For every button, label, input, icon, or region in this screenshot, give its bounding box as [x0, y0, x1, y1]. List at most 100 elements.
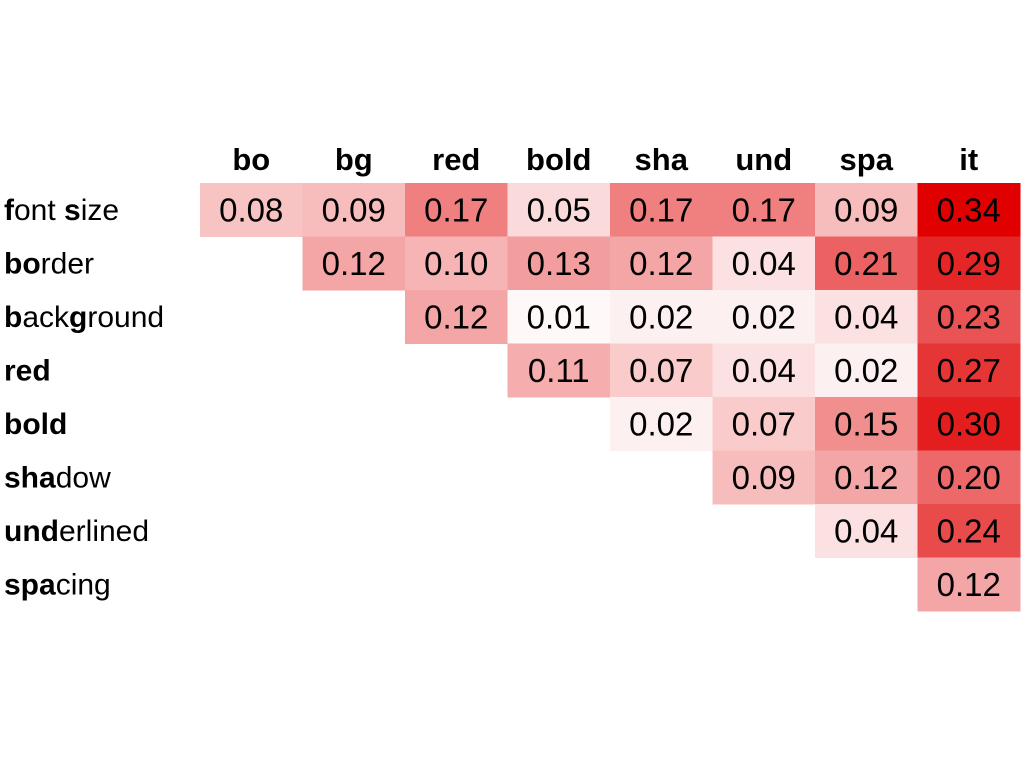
heatmap-cell	[815, 504, 918, 558]
row-label-4: bold	[4, 407, 67, 440]
heatmap-cell	[507, 290, 611, 344]
cell-value-label: 0.09	[322, 191, 386, 228]
heatmap-cell	[917, 397, 1021, 451]
row-label-segment: ont	[14, 193, 64, 226]
cell-value-label: 0.17	[424, 191, 488, 228]
cell-value-label: 0.13	[527, 245, 591, 282]
heatmap-cell	[917, 290, 1021, 344]
column-label-bo: bo	[232, 142, 270, 177]
heatmap-cell	[712, 397, 816, 451]
row-label-segment: s	[64, 193, 81, 226]
cell-value-label: 0.29	[937, 245, 1001, 282]
cell-value-label: 0.11	[528, 352, 590, 389]
heatmap-cell	[917, 343, 1021, 398]
cell-value-label: 0.21	[834, 245, 898, 282]
cell-value-label: 0.24	[937, 512, 1001, 549]
heatmap-cell	[815, 397, 918, 451]
cell-value-label: 0.12	[834, 459, 898, 496]
heatmap-cell	[815, 343, 918, 398]
row-label-7: spacing	[4, 568, 111, 601]
row-label-2: background	[4, 300, 164, 333]
row-label-segment: g	[69, 300, 87, 333]
cell-value-label: 0.02	[629, 298, 693, 335]
cell-value-label: 0.15	[834, 405, 898, 442]
cell-value-label: 0.09	[834, 191, 898, 228]
cell-value-label: 0.08	[219, 191, 283, 228]
heatmap-cell	[610, 343, 713, 398]
cell-value-label: 0.05	[527, 191, 591, 228]
heatmap-cells: 0.08 0.09 0.17 0.05 0.17 0.17 0.09 0.34 0.12 0.10…	[200, 183, 1021, 612]
cell-value-label: 0.27	[937, 352, 1001, 389]
heatmap-cell	[712, 450, 816, 505]
heatmap-cell	[405, 236, 508, 291]
heatmap-cell	[405, 183, 508, 237]
heatmap-cell	[917, 557, 1021, 612]
row-label-segment: erlined	[59, 514, 149, 547]
row-label-segment: red	[4, 354, 51, 387]
row-label-segment: ize	[81, 193, 119, 226]
cell-value-label: 0.20	[937, 459, 1001, 496]
heatmap-cell	[405, 290, 508, 344]
row-label-segment: b	[4, 300, 22, 333]
heatmap-cell	[610, 397, 713, 451]
heatmap-cell	[507, 343, 611, 398]
cell-value-label: 0.12	[424, 298, 488, 335]
cell-value-label: 0.02	[629, 405, 693, 442]
heatmap-cell	[712, 236, 816, 291]
row-label-0: font size	[4, 193, 119, 226]
cell-value-label: 0.07	[732, 405, 796, 442]
cell-value-label: 0.12	[322, 245, 386, 282]
column-label-bg: bg	[335, 142, 373, 177]
heatmap-cell	[815, 450, 918, 505]
heatmap-cell	[200, 183, 303, 237]
heatmap-cell	[917, 183, 1021, 237]
row-label-segment: bo	[4, 247, 41, 280]
heatmap-cell	[815, 183, 918, 237]
heatmap-cell	[917, 236, 1021, 291]
heatmap-cell	[712, 183, 816, 237]
cell-value-label: 0.23	[937, 298, 1001, 335]
cell-value-label: 0.02	[834, 352, 898, 389]
cell-value-label: 0.04	[834, 512, 898, 549]
row-label-segment: sha	[4, 461, 56, 494]
row-label-segment: cing	[56, 568, 111, 601]
heatmap-cell	[610, 290, 713, 344]
cell-value-label: 0.12	[629, 245, 693, 282]
row-label-segment: spa	[4, 568, 56, 601]
row-label-1: border	[4, 247, 94, 280]
cell-value-label: 0.30	[937, 405, 1001, 442]
heatmap-cell	[610, 236, 713, 291]
column-label-it: it	[959, 142, 978, 177]
column-label-und: und	[735, 142, 792, 177]
row-label-segment: und	[4, 514, 59, 547]
row-label-segment: ack	[22, 300, 70, 333]
heatmap-cell	[610, 183, 713, 237]
heatmap-cell	[815, 290, 918, 344]
cell-value-label: 0.12	[937, 566, 1001, 603]
row-label-segment: rder	[41, 247, 94, 280]
heatmap-cell	[507, 236, 611, 291]
cell-value-label: 0.01	[527, 298, 591, 335]
cell-value-label: 0.04	[732, 245, 796, 282]
heatmap-cell	[507, 183, 611, 237]
row-label-6: underlined	[4, 514, 149, 547]
row-label-segment: dow	[56, 461, 111, 494]
cell-value-label: 0.17	[732, 191, 796, 228]
cell-value-label: 0.17	[629, 191, 693, 228]
row-label-3: red	[4, 354, 51, 387]
column-labels: bo bg red bold sha und spa it	[232, 142, 978, 177]
heatmap-cell	[712, 343, 816, 398]
heatmap-cell	[917, 504, 1021, 558]
row-label-segment: round	[87, 300, 164, 333]
cell-value-label: 0.07	[629, 352, 693, 389]
row-label-5: shadow	[4, 461, 111, 494]
cell-value-label: 0.02	[732, 298, 796, 335]
heatmap-cell	[917, 450, 1021, 505]
cell-value-label: 0.09	[732, 459, 796, 496]
column-label-sha: sha	[635, 142, 689, 177]
cell-value-label: 0.04	[732, 352, 796, 389]
cell-value-label: 0.10	[424, 245, 488, 282]
column-label-red: red	[432, 142, 480, 177]
heatmap-cell	[815, 236, 918, 291]
heatmap-cell	[302, 236, 406, 291]
